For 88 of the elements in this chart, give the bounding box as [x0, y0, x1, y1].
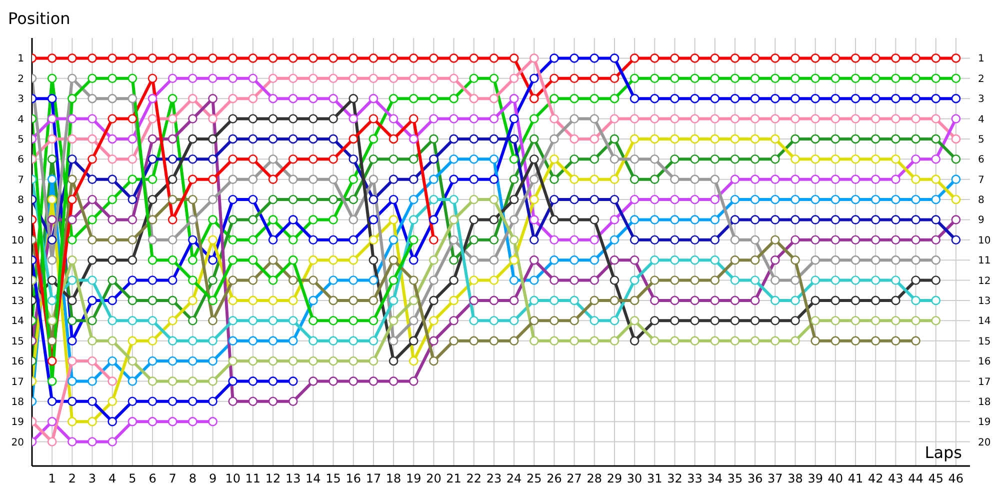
y2-tick-label: 13 [978, 296, 991, 308]
x-tick-label: 21 [446, 472, 462, 486]
y2-tick-label: 2 [978, 74, 984, 85]
y2-tick-label: 18 [978, 396, 991, 408]
x-tick-label: 37 [768, 472, 783, 486]
x-tick-label: 39 [808, 472, 823, 486]
y2-tick-label: 1 [978, 54, 984, 65]
y-tick-label: 20 [11, 437, 24, 448]
y-tick-label: 13 [11, 296, 24, 308]
y-tick-label: 18 [11, 396, 24, 408]
y-tick-label: 12 [11, 276, 24, 287]
y-tick-label: 14 [11, 316, 24, 328]
y2-tick-label: 3 [978, 94, 984, 106]
x-tick-label: 16 [346, 472, 362, 486]
x-tick-label: 40 [828, 472, 844, 486]
y-tick-label: 2 [18, 74, 24, 85]
x-tick-label: 18 [386, 472, 402, 486]
x-tick-label: 6 [148, 472, 156, 486]
x-tick-label: 26 [546, 472, 562, 486]
y-tick-label: 19 [11, 417, 24, 428]
x-tick-label: 20 [426, 472, 442, 486]
x-tick-label: 36 [747, 472, 763, 486]
y-tick-label: 15 [11, 336, 24, 348]
x-tick-label: 27 [566, 472, 582, 486]
x-tick-label: 19 [406, 472, 422, 486]
x-tick-label: 13 [285, 472, 301, 486]
x-tick-label: 22 [466, 472, 482, 486]
x-tick-label: 1 [48, 472, 56, 486]
x-tick-label: 28 [586, 472, 602, 486]
x-tick-label: 3 [88, 472, 96, 486]
y-axis-title: Position [8, 9, 70, 28]
x-tick-label: 34 [707, 472, 723, 486]
y2-tick-label: 7 [978, 174, 984, 186]
x-tick-label: 9 [208, 472, 217, 486]
x-tick-label: 12 [265, 472, 281, 486]
y-tick-label: 8 [18, 195, 24, 206]
x-tick-label: 7 [168, 472, 176, 486]
x-tick-label: 10 [225, 472, 240, 486]
y-tick-label: 7 [18, 174, 24, 186]
y2-tick-label: 20 [978, 437, 991, 448]
y-tick-label: 1 [18, 54, 24, 65]
x-tick-label: 5 [128, 472, 136, 486]
x-tick-label: 35 [727, 472, 743, 486]
x-tick-label: 14 [306, 472, 321, 486]
x-tick-label: 41 [848, 472, 864, 486]
y2-tick-label: 12 [978, 276, 991, 287]
x-tick-label: 46 [948, 472, 964, 486]
x-tick-label: 11 [245, 472, 261, 486]
y-tick-label: 6 [18, 154, 24, 166]
x-tick-label: 29 [606, 472, 622, 486]
y-tick-label: 5 [18, 134, 24, 146]
x-tick-label: 33 [687, 472, 702, 486]
y2-tick-label: 6 [978, 154, 984, 166]
y2-tick-label: 5 [978, 134, 984, 146]
x-axis-title: Laps [924, 443, 962, 462]
y2-tick-label: 8 [978, 195, 984, 206]
x-tick-label: 45 [928, 472, 944, 486]
y2-tick-label: 11 [978, 256, 991, 267]
y-tick-label: 10 [11, 235, 24, 246]
x-tick-label: 2 [68, 472, 76, 486]
y2-tick-label: 10 [978, 235, 991, 246]
x-tick-label: 44 [908, 472, 924, 486]
x-tick-label: 15 [326, 472, 341, 486]
x-tick-label: 38 [788, 472, 803, 486]
y2-tick-label: 19 [978, 417, 991, 428]
x-tick-label: 4 [108, 472, 116, 486]
y2-tick-label: 4 [978, 114, 984, 126]
y2-tick-label: 17 [978, 376, 991, 388]
x-tick-label: 8 [188, 472, 197, 486]
y-tick-label: 11 [11, 256, 24, 267]
y-tick-label: 9 [18, 215, 24, 226]
x-tick-label: 42 [868, 472, 884, 486]
x-tick-label: 23 [486, 472, 502, 486]
y2-tick-label: 9 [978, 215, 984, 226]
x-tick-label: 17 [366, 472, 382, 486]
x-tick-label: 24 [506, 472, 522, 486]
y2-tick-label: 16 [978, 356, 991, 368]
y2-tick-label: 14 [978, 316, 991, 328]
y-tick-label: 3 [18, 94, 24, 106]
x-tick-label: 31 [647, 472, 662, 486]
x-tick-label: 43 [888, 472, 904, 486]
y-tick-label: 4 [18, 114, 24, 126]
x-tick-label: 32 [667, 472, 682, 486]
x-tick-label: 25 [526, 472, 542, 486]
y2-tick-label: 15 [978, 336, 991, 348]
y-tick-label: 16 [11, 356, 24, 368]
x-tick-label: 30 [626, 472, 642, 486]
y-tick-label: 17 [11, 376, 24, 388]
